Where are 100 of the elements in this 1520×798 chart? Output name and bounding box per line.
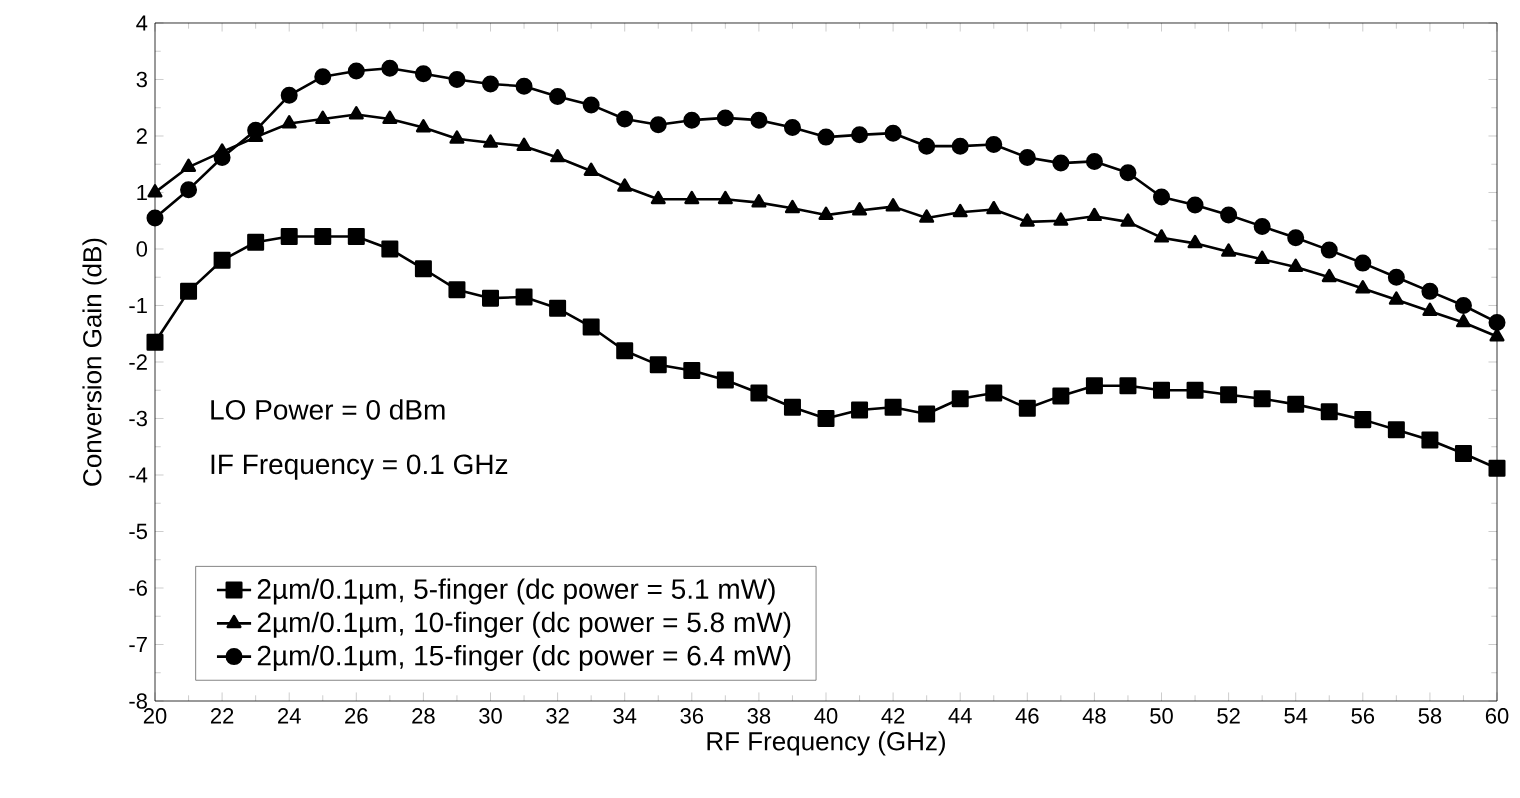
point: [448, 70, 466, 88]
x-tick-label: 26: [345, 708, 368, 724]
point: [1422, 302, 1438, 317]
point: [1287, 229, 1305, 247]
point: [314, 228, 332, 246]
point: [683, 111, 701, 129]
point: [818, 206, 834, 220]
point: [1220, 206, 1238, 224]
point: [1488, 459, 1506, 477]
point: [1354, 411, 1372, 429]
point: [1320, 241, 1338, 259]
point: [716, 109, 734, 127]
x-tick-label: 56: [1351, 708, 1375, 724]
x-tick-label: 54: [1284, 708, 1308, 724]
y-tick-label: 4: [136, 15, 148, 31]
point: [414, 260, 432, 278]
y-tick-label: 1: [137, 184, 147, 201]
x-axis-title: RF Frequency (GHz): [707, 731, 945, 756]
point: [482, 289, 499, 307]
point: [751, 194, 767, 208]
point: [851, 126, 869, 144]
point: [951, 390, 969, 408]
point: [1354, 254, 1372, 272]
x-tick-label: 30: [479, 708, 502, 724]
point: [1320, 403, 1338, 421]
point: [783, 398, 801, 416]
point: [381, 240, 399, 258]
point: [381, 59, 399, 77]
point: [147, 183, 163, 198]
point: [1153, 229, 1170, 243]
annotation: IF Frequency = 0.1 GHz: [211, 454, 508, 480]
point: [515, 288, 533, 306]
point: [315, 110, 331, 124]
point: [448, 281, 466, 299]
x-tick-label: 52: [1217, 708, 1240, 724]
point: [1254, 250, 1270, 265]
point: [449, 130, 465, 144]
point: [549, 87, 567, 105]
point: [1488, 313, 1506, 331]
point: [851, 401, 869, 419]
point: [582, 318, 600, 336]
point: [716, 371, 734, 389]
point: [1119, 164, 1137, 182]
point: [582, 96, 600, 114]
point: [918, 137, 936, 155]
point: [281, 115, 297, 129]
x-tick-label: 50: [1150, 708, 1173, 724]
point: [884, 124, 902, 142]
y-tick-label: 3: [136, 71, 147, 88]
point: [181, 158, 197, 172]
point: [617, 178, 633, 192]
point: [1052, 154, 1070, 172]
point: [985, 384, 1003, 402]
x-tick-label: 48: [1082, 708, 1106, 724]
point: [952, 203, 968, 218]
y-tick-label: -3: [129, 410, 147, 427]
point: [347, 62, 365, 80]
y-tick-label: -7: [129, 636, 147, 653]
point: [649, 356, 667, 374]
x-tick-label: 22: [210, 708, 234, 724]
point: [482, 75, 499, 93]
point: [213, 251, 231, 269]
x-tick-label: 24: [278, 708, 301, 724]
point: [1053, 212, 1069, 226]
point: [1321, 268, 1337, 283]
x-tick-label: 44: [948, 708, 972, 724]
point: [616, 110, 634, 128]
point: [382, 110, 398, 124]
point: [1489, 328, 1505, 342]
point: [347, 228, 365, 246]
y-tick-label: -8: [129, 693, 147, 709]
point: [1387, 268, 1405, 286]
point: [852, 202, 868, 216]
x-tick-label: 34: [613, 708, 637, 724]
point: [1153, 381, 1171, 399]
point: [280, 228, 298, 246]
y-tick-label: -5: [129, 523, 147, 540]
point: [1221, 243, 1237, 257]
point: [1455, 313, 1471, 328]
y-tick-label: -6: [129, 580, 147, 596]
point: [616, 342, 634, 360]
point: [683, 361, 701, 379]
point: [1119, 377, 1137, 395]
x-tick-label: 36: [680, 708, 704, 724]
point: [180, 181, 198, 199]
point: [1421, 431, 1439, 449]
point: [1288, 258, 1304, 272]
point: [516, 137, 532, 152]
point: [415, 119, 431, 133]
point: [1085, 377, 1103, 395]
point: [550, 148, 566, 163]
y-tick-label: -2: [129, 354, 147, 370]
point: [1019, 213, 1035, 227]
legend-label: 2µm/0.1µm, 5-finger (dc power = 5.1 mW): [257, 578, 775, 605]
y-tick-label: 0: [136, 241, 148, 257]
point: [1085, 152, 1103, 170]
point: [482, 134, 499, 148]
x-tick-label: 32: [546, 708, 569, 724]
point: [348, 106, 364, 120]
point: [1052, 387, 1070, 405]
